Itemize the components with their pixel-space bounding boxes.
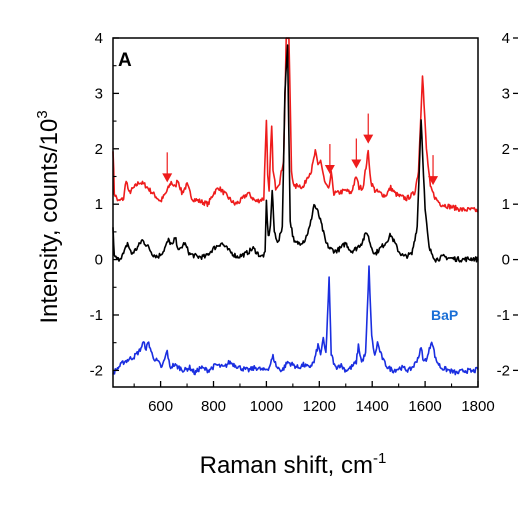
x-axis-title: Raman shift, cm-1: [200, 450, 387, 479]
x-tick-label: 800: [201, 398, 226, 415]
x-tick-label: 1400: [356, 398, 389, 415]
y-tick-label: 4: [95, 30, 103, 47]
series-line-red-series: [112, 37, 479, 213]
y-axis-ticks: -2 -1 0 1 2 3 4: [90, 30, 119, 379]
y-tick-label: -1: [90, 307, 103, 324]
series-line-blue-series: [112, 265, 479, 376]
x-axis-title-main: Raman shift, cm: [200, 452, 373, 479]
y-tick-label: 1: [95, 196, 103, 213]
series-line-black-series: [112, 44, 479, 263]
bap-annotation: BaP: [431, 307, 458, 323]
plot-series: [112, 37, 479, 376]
right-y-tick-label: 4: [502, 30, 510, 47]
right-y-tick-label: 3: [502, 85, 510, 102]
panel-label: A: [118, 50, 132, 71]
x-tick-label: 1200: [303, 398, 336, 415]
x-tick-label: 1600: [408, 398, 441, 415]
y-tick-label: -2: [90, 362, 103, 379]
y-tick-label: 2: [95, 141, 103, 158]
arrow-marker: [363, 113, 374, 144]
y-axis-title: Intensity, counts/103: [34, 110, 63, 323]
x-axis-title-sup: -1: [373, 450, 386, 467]
y-tick-label: 3: [95, 85, 103, 102]
y-tick-label: 0: [95, 252, 103, 269]
arrow-marker: [324, 144, 335, 175]
y-axis-title-main: Intensity, counts/10: [36, 119, 63, 324]
right-y-tick-label: 2: [502, 141, 510, 158]
x-tick-label: 600: [148, 398, 173, 415]
right-y-tick-label: -2: [497, 362, 510, 379]
right-y-tick-label: 1: [502, 196, 510, 213]
x-tick-label: 1800: [461, 398, 494, 415]
arrows: [162, 113, 439, 186]
right-y-tick-label: -1: [497, 307, 510, 324]
plot-frame: [112, 37, 479, 388]
y-axis-title-sup: 3: [34, 110, 51, 118]
arrow-marker: [162, 152, 173, 183]
x-tick-label: 1000: [250, 398, 283, 415]
right-axis: -2 -1 0 1 2 3 4: [497, 30, 518, 379]
right-y-tick-label: 0: [502, 252, 510, 269]
arrow-marker: [428, 155, 439, 186]
arrow-marker: [351, 138, 362, 169]
x-axis-ticks: 600 800 1000 1200 1400 1600 1800: [133, 381, 495, 415]
